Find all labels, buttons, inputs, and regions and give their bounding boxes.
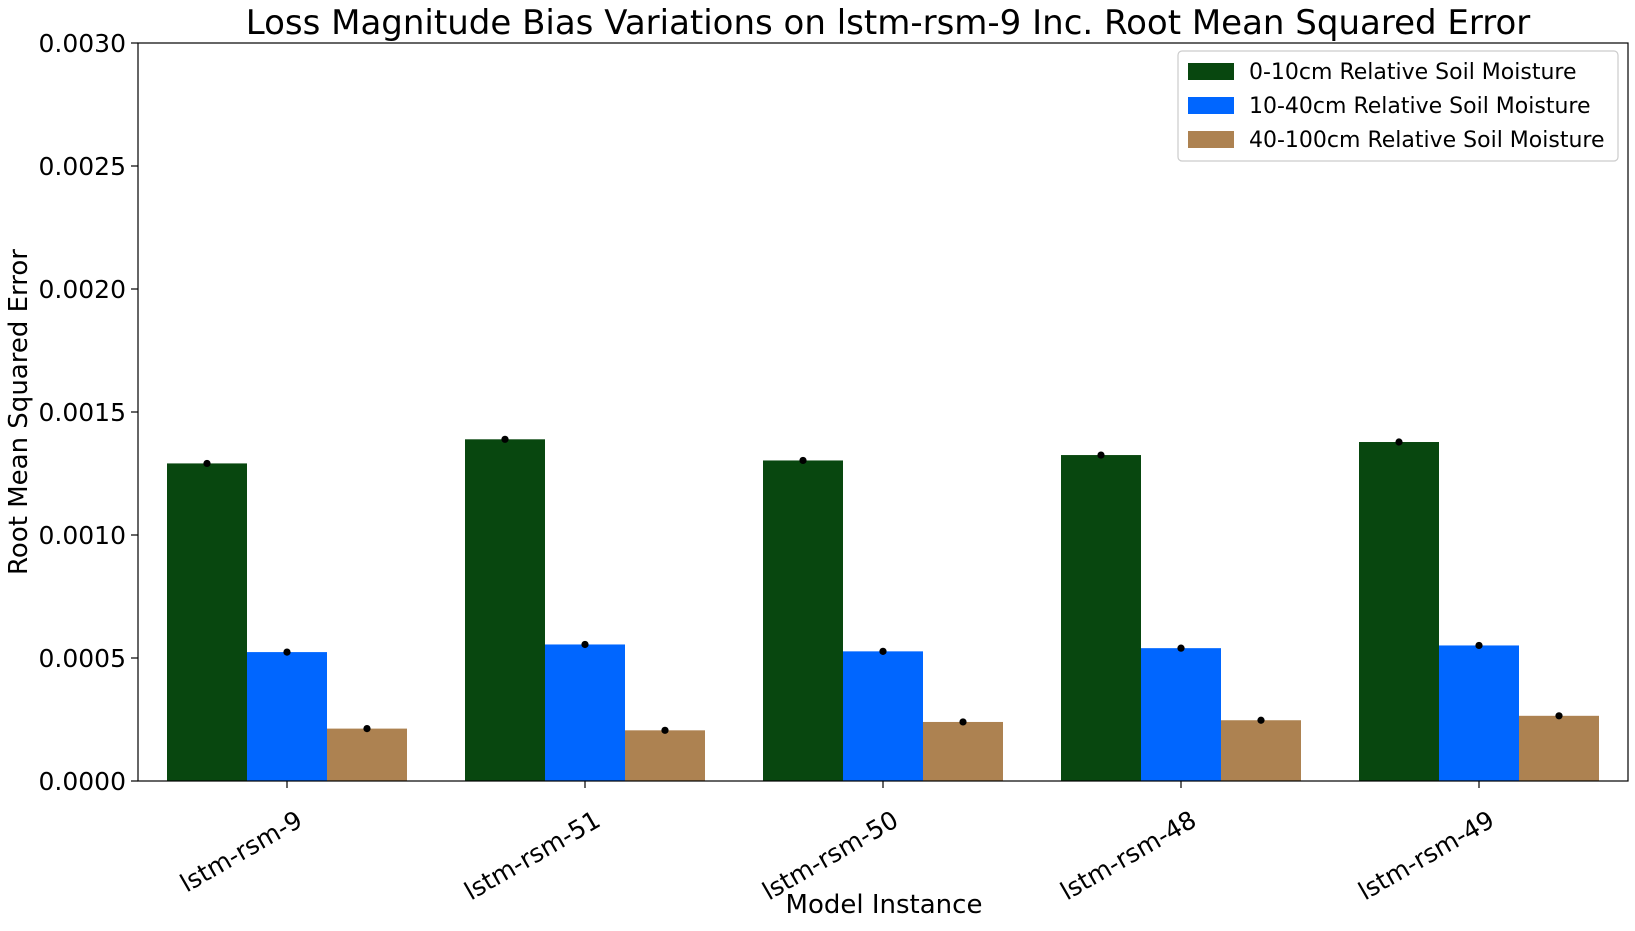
point-marker bbox=[283, 648, 291, 656]
point-marker bbox=[1395, 438, 1403, 446]
legend-box bbox=[1177, 50, 1619, 162]
point-marker bbox=[501, 435, 509, 443]
y-tick-label: 0.0020 bbox=[39, 275, 126, 304]
y-axis-label: Root Mean Squared Error bbox=[4, 249, 34, 575]
point-marker bbox=[799, 456, 807, 465]
point-marker bbox=[661, 726, 669, 734]
point-marker bbox=[879, 647, 887, 655]
legend-swatch bbox=[1188, 63, 1234, 80]
y-tick-label: 0.0005 bbox=[39, 644, 126, 673]
x-tick-label: lstm-rsm-9 bbox=[175, 805, 307, 898]
x-axis: lstm-rsm-9 lstm-rsm-51 lstm-rsm-50 lstm-rsm… bbox=[175, 781, 1499, 906]
bar bbox=[843, 651, 923, 781]
point-marker bbox=[1257, 716, 1265, 724]
bar bbox=[1221, 720, 1301, 781]
legend-label: 40-100cm Relative Soil Moisture bbox=[1249, 128, 1604, 153]
point-marker bbox=[1555, 712, 1563, 720]
legend-swatch bbox=[1188, 97, 1234, 114]
x-tick-label: lstm-rsm-48 bbox=[1055, 805, 1201, 906]
bar bbox=[247, 652, 327, 781]
x-tick-label: lstm-rsm-51 bbox=[459, 805, 605, 906]
bar bbox=[167, 463, 247, 781]
y-tick-label: 0.0030 bbox=[39, 29, 126, 58]
point-marker bbox=[203, 459, 211, 468]
y-tick-label: 0.0000 bbox=[39, 767, 126, 796]
bar bbox=[1439, 645, 1519, 781]
legend-label: 10-40cm Relative Soil Moisture bbox=[1249, 94, 1590, 119]
plot-area bbox=[137, 42, 1629, 782]
bar bbox=[1141, 648, 1221, 781]
legend-label: 0-10cm Relative Soil Moisture bbox=[1249, 60, 1577, 85]
y-axis: 0.0000 0.0005 0.0010 0.0015 0.0020 0.0025 0.00… bbox=[39, 29, 138, 796]
point-marker bbox=[363, 725, 371, 733]
legend: 0-10cm Relative Soil Moisture 10-40cm Rel… bbox=[1177, 50, 1619, 162]
y-tick-label: 0.0015 bbox=[39, 398, 126, 427]
bar bbox=[1519, 715, 1599, 781]
bar bbox=[923, 721, 1003, 781]
y-tick-label: 0.0010 bbox=[39, 521, 126, 550]
point-marker bbox=[1097, 451, 1105, 459]
point-marker bbox=[1177, 644, 1185, 652]
x-axis-label: Model Instance bbox=[786, 890, 983, 920]
bar bbox=[1359, 442, 1439, 781]
point-marker bbox=[959, 718, 967, 726]
bar bbox=[327, 728, 407, 781]
bar bbox=[625, 730, 705, 781]
x-tick-label: lstm-rsm-49 bbox=[1353, 805, 1499, 906]
bar bbox=[763, 460, 843, 781]
bar bbox=[545, 644, 625, 781]
y-tick-label: 0.0025 bbox=[39, 152, 126, 181]
point-marker bbox=[581, 640, 589, 649]
point-marker bbox=[1475, 641, 1483, 650]
chart-title: Loss Magnitude Bias Variations on lstm-r… bbox=[246, 3, 1531, 43]
bar bbox=[465, 439, 545, 781]
bar bbox=[1061, 455, 1141, 781]
legend-swatch bbox=[1188, 131, 1234, 148]
